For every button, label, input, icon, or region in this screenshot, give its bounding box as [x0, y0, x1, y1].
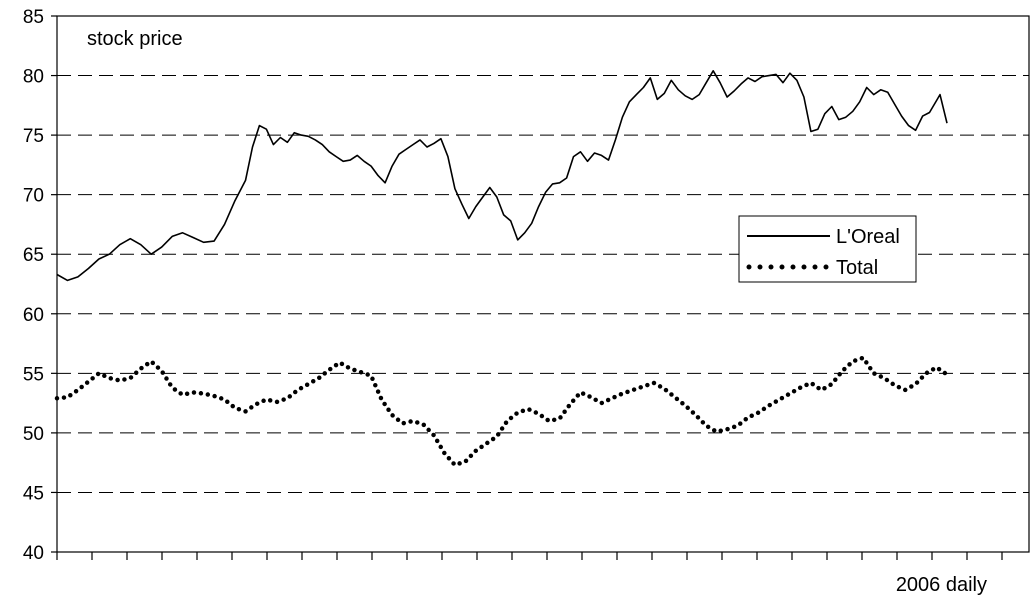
y-tick-label-80: 80: [23, 67, 44, 88]
series-line-loreal: [56, 70, 948, 282]
y-tick-label-85: 85: [23, 7, 44, 28]
series-lines: [54, 70, 950, 468]
legend-label-total: Total: [836, 257, 878, 279]
legend-label-loreal: L'Oreal: [836, 226, 900, 248]
legend-box: [738, 215, 917, 283]
y-tick-label-45: 45: [23, 483, 44, 504]
y-tick-label-60: 60: [23, 305, 44, 326]
chart-annotation: stock price: [87, 28, 183, 50]
legend: L'Oreal Total: [738, 215, 917, 283]
y-tick-label-75: 75: [23, 126, 44, 147]
x-axis-label: 2006 daily: [896, 574, 987, 596]
axes: 40 45 50 55 60 65 70 75 80 85: [23, 7, 1030, 564]
y-tick-label-40: 40: [23, 543, 44, 564]
plot-frame: [56, 15, 1030, 553]
y-tick-label-50: 50: [23, 424, 44, 445]
series-line-total: [54, 355, 950, 468]
gridlines: [57, 75, 1029, 493]
y-tick-label-65: 65: [23, 245, 44, 266]
y-tick-label-55: 55: [23, 364, 44, 385]
y-tick-label-70: 70: [23, 186, 44, 207]
